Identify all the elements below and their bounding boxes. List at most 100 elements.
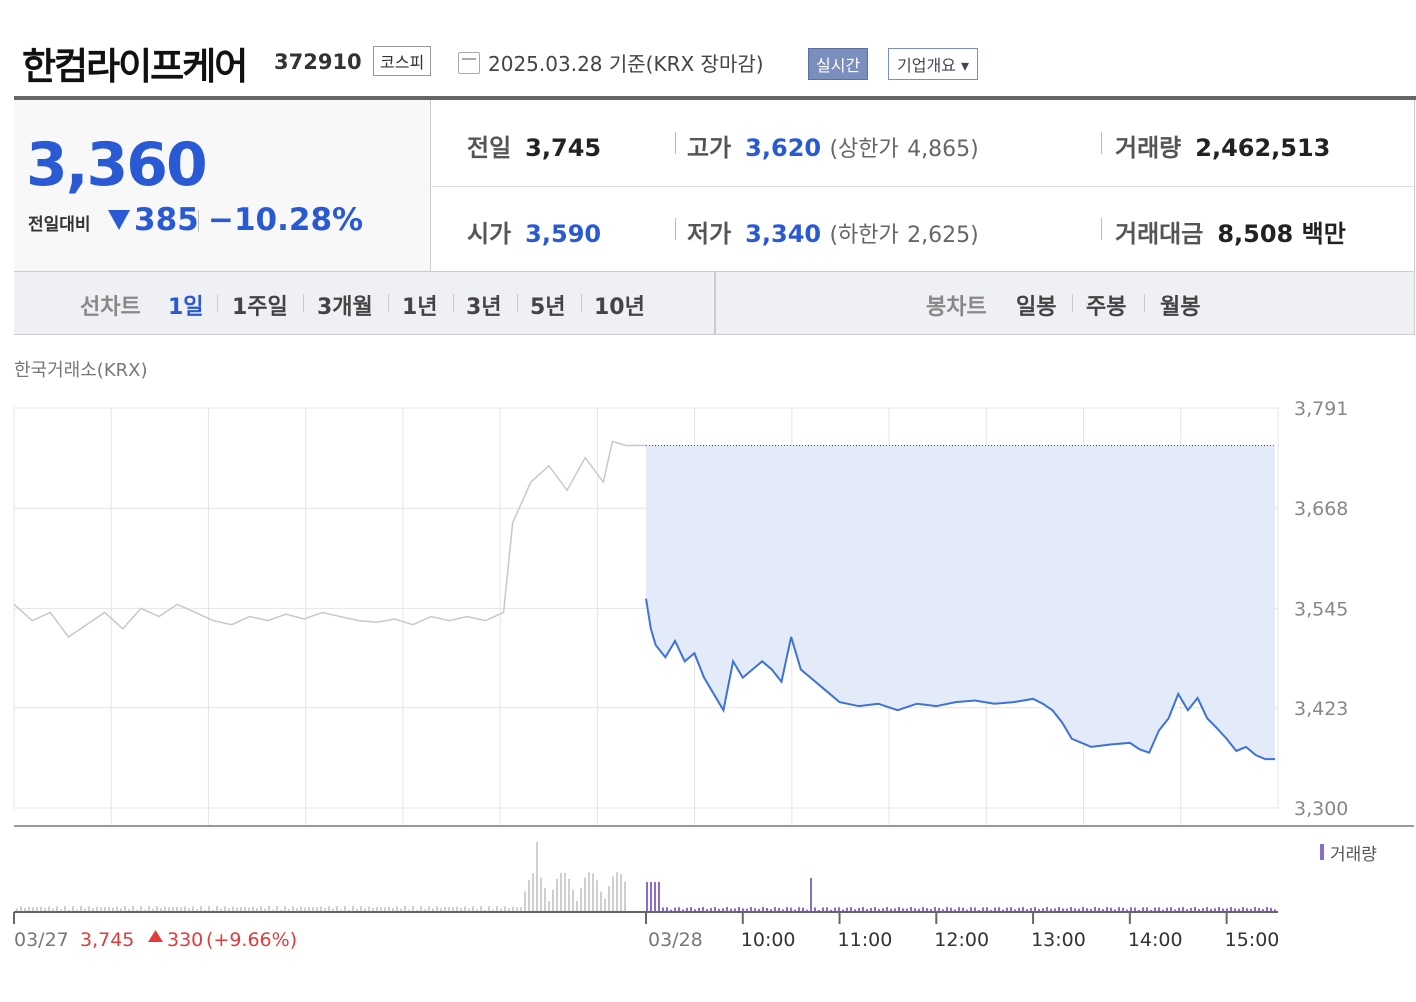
volume-bar xyxy=(1250,908,1252,912)
volume-bar xyxy=(982,907,984,912)
volume-bar xyxy=(870,908,872,912)
volume-bar xyxy=(28,906,30,912)
volume-bar xyxy=(364,908,366,912)
realtime-button[interactable]: 실시간 xyxy=(808,48,869,80)
tab-1day[interactable]: 1일 xyxy=(168,295,204,320)
volume-bar xyxy=(1138,909,1140,912)
tab-1week[interactable]: 1주일 xyxy=(232,295,288,320)
volume-bar xyxy=(372,907,374,912)
volume-bar xyxy=(958,907,960,912)
volume-bar xyxy=(540,877,542,912)
x-tick-label: 12:00 xyxy=(934,929,989,951)
volume-bar xyxy=(698,907,700,912)
volume-bar xyxy=(1062,908,1064,912)
volume-bar xyxy=(1106,907,1108,912)
volume-bar xyxy=(682,909,684,912)
volume-bar xyxy=(432,908,434,912)
y-tick-label: 3,668 xyxy=(1294,498,1348,520)
company-overview-dropdown[interactable]: 기업개요 ▾ xyxy=(888,48,978,80)
y-tick-label: 3,545 xyxy=(1294,598,1348,620)
volume-bar xyxy=(830,909,832,912)
stat-value: 3,590 xyxy=(525,220,602,248)
calendar-icon xyxy=(458,52,480,74)
tab-5year[interactable]: 5년 xyxy=(530,295,566,320)
volume-bar xyxy=(902,908,904,912)
volume-bar xyxy=(1066,908,1068,912)
volume-bar xyxy=(524,891,526,912)
line-chart-label: 선차트 xyxy=(80,295,141,320)
stock-name: 한컴라이프케어 xyxy=(22,45,248,88)
volume-bar xyxy=(942,909,944,912)
volume-bar xyxy=(292,906,294,912)
volume-bar xyxy=(658,882,660,912)
volume-bar xyxy=(84,908,86,912)
volume-bar xyxy=(48,906,50,912)
volume-bar xyxy=(56,906,58,912)
volume-bar xyxy=(686,907,688,912)
volume-bar xyxy=(484,909,486,912)
volume-bar xyxy=(256,908,258,912)
volume-bar xyxy=(662,907,664,912)
volume-bar xyxy=(834,907,836,912)
volume-bar xyxy=(722,908,724,912)
volume-bar xyxy=(620,874,622,912)
volume-bar xyxy=(88,906,90,912)
volume-bar xyxy=(332,908,334,912)
volume-bar xyxy=(160,908,162,912)
volume-bar xyxy=(1054,908,1056,912)
exchange-label: 한국거래소(KRX) xyxy=(14,360,148,381)
volume-bar xyxy=(220,908,222,912)
volume-bar xyxy=(654,882,656,912)
volume-bar xyxy=(1270,907,1272,912)
volume-bar xyxy=(790,907,792,912)
volume-bar xyxy=(778,907,780,912)
volume-bar xyxy=(1114,909,1116,912)
divider xyxy=(1101,218,1102,240)
x-axis: 03/27 3,745 330 (+9.66%) 03/28 10:00 11:00 12:0… xyxy=(13,911,1279,951)
volume-bar xyxy=(810,878,812,912)
stat-label: 전일 xyxy=(467,134,512,162)
volume-bar xyxy=(930,909,932,912)
lower-limit-value: 2,625) xyxy=(907,223,979,248)
volume-bar xyxy=(794,909,796,912)
tab-daily[interactable]: 일봉 xyxy=(1016,295,1057,320)
tab-10year[interactable]: 10년 xyxy=(594,295,645,320)
stat-value: 3,745 xyxy=(525,134,602,162)
volume-bar xyxy=(1022,907,1024,912)
volume-bar xyxy=(678,907,680,912)
volume-bar xyxy=(92,908,94,912)
tab-monthly[interactable]: 월봉 xyxy=(1160,295,1201,320)
volume-bar xyxy=(600,891,602,912)
volume-bar xyxy=(1210,908,1212,912)
tab-3month[interactable]: 3개월 xyxy=(317,295,373,320)
volume-bar xyxy=(782,909,784,912)
volume-bar xyxy=(36,907,38,912)
volume-bar xyxy=(584,877,586,912)
volume-bar xyxy=(1014,909,1016,912)
volume-bar xyxy=(300,906,302,912)
tab-weekly[interactable]: 주봉 xyxy=(1086,295,1127,320)
volume-bar xyxy=(572,889,574,912)
volume-bar xyxy=(1090,908,1092,912)
volume-bar xyxy=(758,908,760,912)
volume-bar xyxy=(108,906,110,912)
volume-bar xyxy=(20,906,22,912)
volume-bar xyxy=(552,889,554,912)
tab-3year[interactable]: 3년 xyxy=(466,295,502,320)
volume-bar xyxy=(742,908,744,912)
volume-bar xyxy=(104,907,106,912)
volume-bar xyxy=(212,909,214,912)
divider xyxy=(1144,294,1145,312)
volume-bar xyxy=(970,907,972,912)
volume-bar xyxy=(1198,909,1200,912)
volume-bar xyxy=(536,842,538,912)
volume-bar xyxy=(296,908,298,912)
volume-bar xyxy=(252,906,254,912)
volume-bar xyxy=(762,907,764,912)
divider xyxy=(675,218,676,240)
candle-chart-label: 봉차트 xyxy=(926,295,987,320)
volume-bar xyxy=(1162,909,1164,912)
volume-bar xyxy=(766,908,768,912)
tab-1year[interactable]: 1년 xyxy=(402,295,438,320)
volume-bar xyxy=(472,906,474,912)
